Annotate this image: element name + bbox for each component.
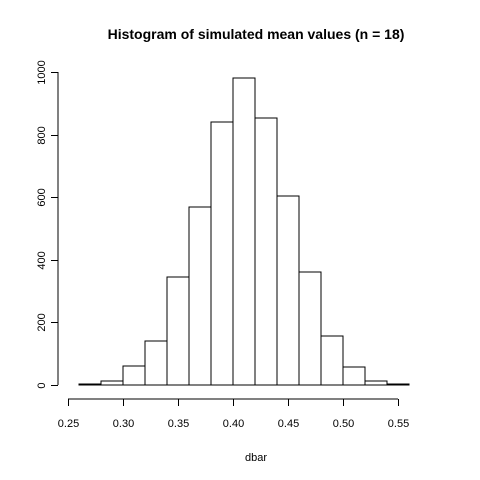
histogram-bar [276,195,300,386]
x-tick-label: 0.55 [388,418,409,430]
histogram-bar [254,117,278,386]
chart-title: Histogram of simulated mean values (n = … [108,26,405,42]
x-tick-label: 0.35 [168,418,189,430]
y-tick-label: 1000 [36,60,48,84]
histogram-bar [122,365,146,386]
histogram-bar [78,383,102,386]
x-axis: 0.25 0.30 0.35 0.40 0.45 0.50 0.55 [58,398,409,430]
histogram-bar [364,380,388,386]
y-tick-label: 0 [36,382,48,388]
histogram-bar [144,340,168,386]
histogram-bar [166,276,190,386]
x-tick-label: 0.30 [113,418,134,430]
histogram-bar [320,335,344,386]
histogram-bar [386,383,410,386]
histogram-bar [232,77,256,386]
histogram-bar [188,206,212,386]
histogram-bar [210,121,234,386]
y-axis: 0 200 400 600 800 1000 [36,60,59,389]
y-tick-label: 800 [36,126,48,144]
x-tick-label: 0.50 [333,418,354,430]
x-axis-label: dbar [245,452,267,464]
y-tick-label: 400 [36,251,48,269]
y-tick-label: 600 [36,188,48,206]
histogram-bar [298,271,322,386]
y-tick-label: 200 [36,313,48,331]
histogram-bar [100,380,124,386]
x-tick-label: 0.45 [278,418,299,430]
histogram-bars [78,77,410,386]
x-tick-label: 0.40 [223,418,244,430]
histogram-bar [342,366,366,386]
x-tick-label: 0.25 [58,418,79,430]
